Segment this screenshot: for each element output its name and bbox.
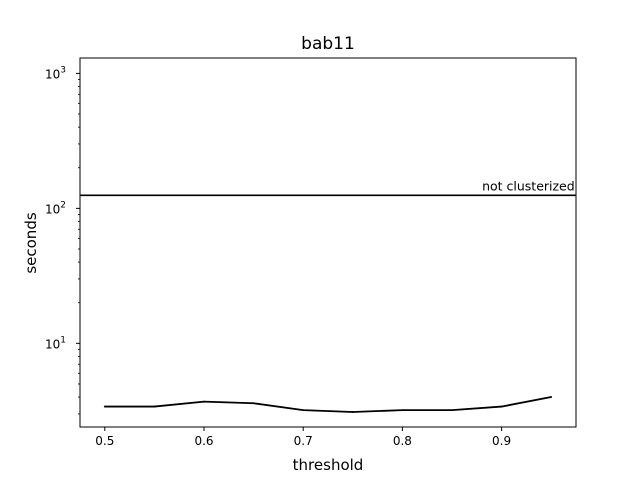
y-axis-label: seconds: [22, 212, 40, 273]
not-clusterized-label: not clusterized: [482, 178, 575, 193]
series-line: [104, 396, 552, 413]
x-axis-label: threshold: [293, 456, 364, 474]
series-point: [401, 409, 404, 412]
series-point: [500, 405, 503, 408]
series-point: [550, 396, 553, 398]
x-tick-label: 0.9: [492, 434, 511, 448]
x-tick-label: 0.5: [95, 434, 114, 448]
series-point: [252, 402, 255, 405]
y-tick-label: 101: [45, 335, 66, 351]
plot-area: 0.5 0.6 0.7 0.8 0.9 101 102 103 not clusterized: [45, 57, 577, 448]
chart-title: bab11: [301, 34, 355, 54]
series-point: [302, 409, 305, 412]
x-tick-label: 0.6: [194, 434, 213, 448]
series-point: [451, 409, 453, 412]
y-tick-label: 103: [45, 65, 66, 81]
axes-frame: [79, 57, 577, 428]
x-tick-label: 0.7: [294, 434, 313, 448]
series-point: [153, 405, 156, 408]
series-point: [351, 411, 354, 413]
y-tick-label: 102: [45, 200, 66, 216]
series-point: [103, 405, 106, 408]
x-tick-label: 0.8: [393, 434, 412, 448]
series-point: [203, 400, 205, 403]
